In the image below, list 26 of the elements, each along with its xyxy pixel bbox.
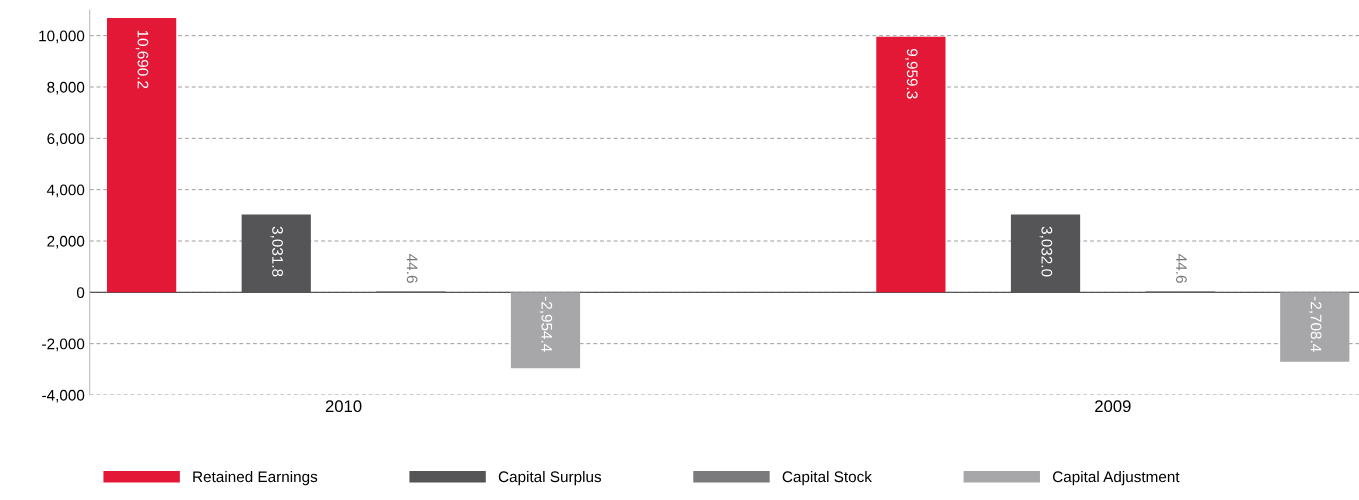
data-label: 3,032.0 — [1039, 226, 1053, 277]
bar — [1280, 292, 1350, 362]
legend-label: Retained Earnings — [193, 470, 318, 486]
data-label: 10,690.2 — [135, 30, 149, 89]
data-label: -2,954.4 — [539, 296, 553, 352]
bar — [876, 36, 946, 293]
bar — [510, 292, 581, 369]
y-tick-label: 8,000 — [47, 81, 85, 95]
y-tick-label: -4,000 — [42, 389, 85, 403]
data-label: 9,959.3 — [904, 48, 918, 99]
data-label: -2,708.4 — [1308, 296, 1322, 352]
data-label: 44.6 — [406, 254, 418, 283]
legend-label: Capital Surplus — [498, 470, 602, 486]
x-tick-label: 2010 — [325, 400, 362, 413]
y-tick-label: 0 — [76, 287, 85, 299]
data-label: 44.6 — [1176, 254, 1187, 283]
y-tick-label: 4,000 — [46, 184, 85, 198]
y-tick-label: 6,000 — [47, 133, 85, 146]
x-tick-label: 2009 — [1095, 400, 1131, 413]
legend-label: Capital Stock — [782, 470, 872, 486]
legend-label: Capital Adjustment — [1052, 470, 1180, 486]
y-tick-label: 10,000 — [39, 30, 85, 44]
bar — [107, 17, 177, 293]
y-tick-label: 2,000 — [47, 235, 85, 249]
y-tick-label: -2,000 — [42, 338, 85, 352]
data-label: 3,031.8 — [270, 226, 283, 277]
